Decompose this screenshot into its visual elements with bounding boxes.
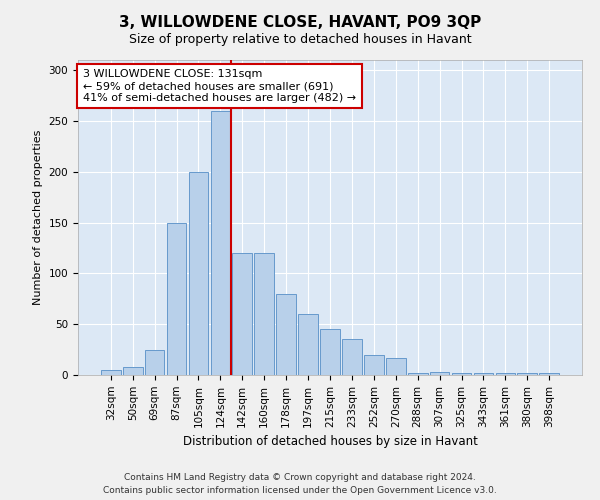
- Text: 3 WILLOWDENE CLOSE: 131sqm
← 59% of detached houses are smaller (691)
41% of sem: 3 WILLOWDENE CLOSE: 131sqm ← 59% of deta…: [83, 70, 356, 102]
- Bar: [496, 373, 515, 375]
- Text: 3, WILLOWDENE CLOSE, HAVANT, PO9 3QP: 3, WILLOWDENE CLOSE, HAVANT, PO9 3QP: [119, 15, 481, 30]
- Bar: [473, 373, 493, 375]
- X-axis label: Distribution of detached houses by size in Havant: Distribution of detached houses by size …: [182, 435, 478, 448]
- Bar: [430, 372, 449, 375]
- Bar: [386, 358, 406, 375]
- Bar: [211, 111, 230, 375]
- Bar: [320, 330, 340, 375]
- Bar: [408, 373, 428, 375]
- Bar: [364, 354, 384, 375]
- Y-axis label: Number of detached properties: Number of detached properties: [33, 130, 43, 305]
- Bar: [539, 373, 559, 375]
- Bar: [298, 314, 318, 375]
- Bar: [254, 253, 274, 375]
- Text: Contains HM Land Registry data © Crown copyright and database right 2024.
Contai: Contains HM Land Registry data © Crown c…: [103, 474, 497, 495]
- Bar: [517, 373, 537, 375]
- Text: Size of property relative to detached houses in Havant: Size of property relative to detached ho…: [128, 32, 472, 46]
- Bar: [145, 350, 164, 375]
- Bar: [232, 253, 252, 375]
- Bar: [167, 222, 187, 375]
- Bar: [123, 367, 143, 375]
- Bar: [101, 370, 121, 375]
- Bar: [276, 294, 296, 375]
- Bar: [188, 172, 208, 375]
- Bar: [452, 373, 472, 375]
- Bar: [342, 340, 362, 375]
